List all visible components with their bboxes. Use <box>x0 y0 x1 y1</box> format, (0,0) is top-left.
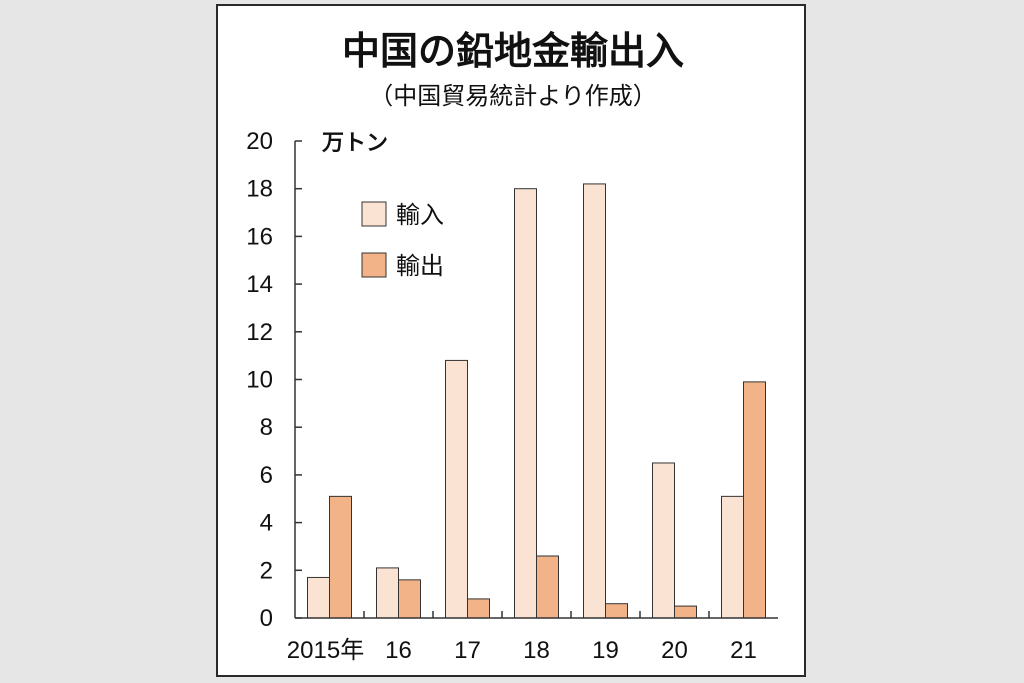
x-tick-label: 20 <box>661 637 688 664</box>
axes: 0 2 4 6 8 10 12 14 16 18 20 2015年 16 17 18 19 20 21 <box>246 128 778 664</box>
bar-export <box>674 605 697 619</box>
chart-subtitle: （中国貿易統計より作成） <box>369 82 657 110</box>
legend-swatch <box>361 252 387 278</box>
bar-import <box>652 462 675 619</box>
chart-title: 中国の鉛地金輸出入 <box>342 29 684 73</box>
bar-import <box>376 567 399 619</box>
bar-import <box>583 183 606 619</box>
x-tick-label: 17 <box>454 637 481 664</box>
bar-export <box>605 603 628 619</box>
bar-export <box>398 579 421 619</box>
chart-frame: 中国の鉛地金輸出入 （中国貿易統計より作成） 万トン 輸入輸出 0 2 4 6 8 10 1… <box>216 4 806 677</box>
bar-import <box>307 576 330 619</box>
y-tick-label: 10 <box>246 367 273 394</box>
x-tick-label: 18 <box>523 637 550 664</box>
x-tick-label: 19 <box>592 637 619 664</box>
y-tick-label: 6 <box>260 462 273 489</box>
bar-import <box>445 359 468 619</box>
x-tick-label: 2015年 <box>287 637 364 664</box>
y-tick-label: 16 <box>246 223 273 250</box>
legend-label: 輸出 <box>396 252 444 280</box>
bar-export <box>329 495 352 619</box>
bar-export <box>536 555 559 619</box>
y-tick-label: 12 <box>246 319 273 346</box>
y-tick-label: 8 <box>260 414 273 441</box>
y-tick-label: 0 <box>260 605 273 632</box>
bar-export <box>743 381 766 619</box>
y-unit-label: 万トン <box>321 131 388 156</box>
y-tick-label: 18 <box>246 176 273 203</box>
y-tick-label: 4 <box>260 510 273 537</box>
bars <box>307 183 766 619</box>
bar-import <box>721 495 744 619</box>
x-tick-label: 16 <box>385 637 412 664</box>
legend-swatch <box>361 201 387 227</box>
bar-import <box>514 188 537 619</box>
y-tick-label: 2 <box>260 557 273 584</box>
x-tick-label: 21 <box>730 637 757 664</box>
bar-export <box>467 598 490 619</box>
y-tick-label: 14 <box>246 271 273 298</box>
y-tick-label: 20 <box>246 128 273 155</box>
legend-label: 輸入 <box>396 201 444 229</box>
